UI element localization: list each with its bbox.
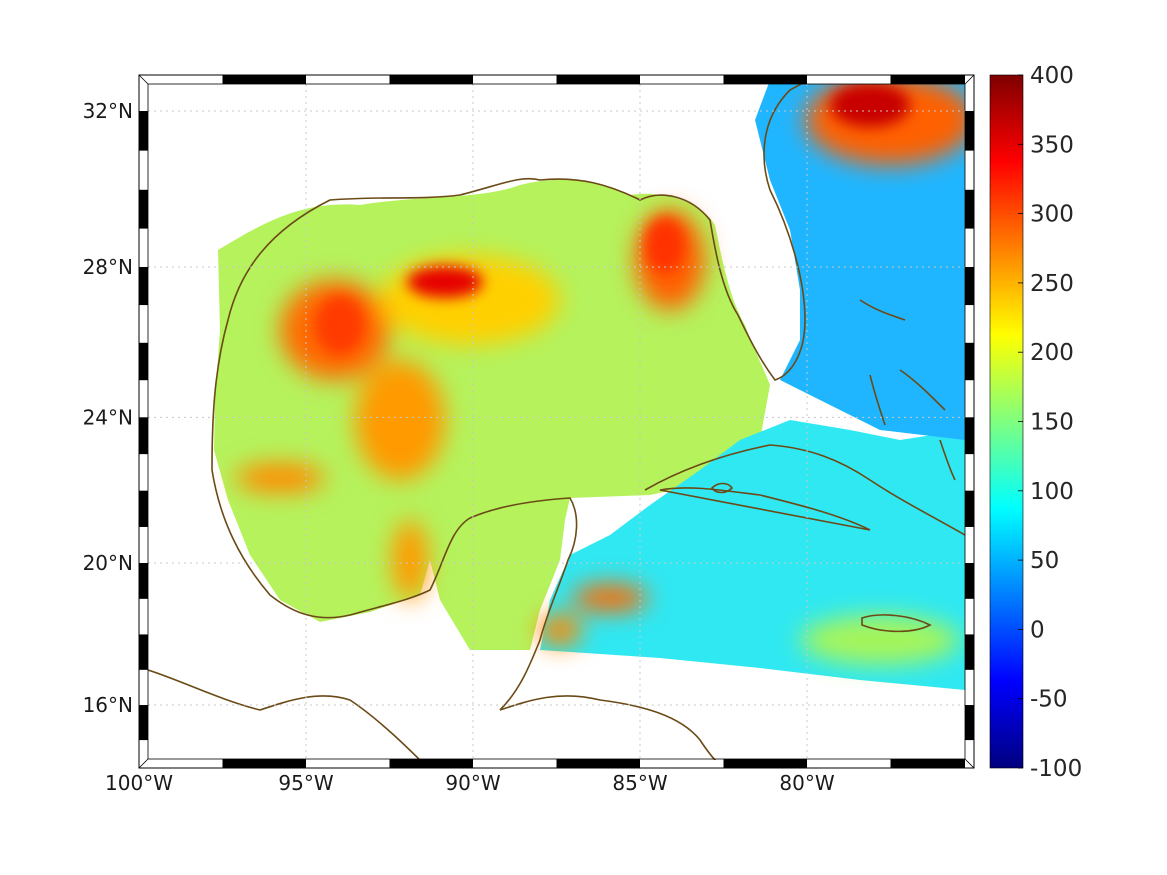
coastline-bahamas — [859, 299, 956, 481]
field-atlantic-off-florida — [755, 84, 965, 440]
field-west-gulf-core — [315, 295, 365, 355]
frame-segment — [723, 759, 807, 768]
frame-segment — [965, 189, 974, 229]
colorbar-tick-label: 0 — [1030, 617, 1045, 643]
frame-segment — [139, 342, 148, 381]
frame-segment — [965, 705, 974, 741]
frame-segment — [389, 759, 473, 768]
frame-corner — [964, 74, 975, 85]
colorbar-tick-label: 250 — [1030, 271, 1074, 297]
field-gulf-of-honduras-maxima — [572, 584, 648, 612]
grid-lines — [148, 84, 965, 759]
lat-tick-label: 20°N — [83, 551, 133, 575]
frame-segment — [139, 417, 148, 455]
frame-segment — [965, 563, 974, 599]
frame-corner — [138, 74, 149, 85]
coastline-layer — [148, 84, 965, 760]
coastline-pacific-mexico — [148, 669, 422, 760]
frame-segment — [723, 75, 807, 84]
field-yucatan-west-band — [392, 520, 428, 600]
colorbar-tick-label: 100 — [1030, 479, 1074, 505]
coastline-cuba — [644, 444, 965, 536]
frame-segment — [965, 490, 974, 527]
lon-tick-label: 85°W — [612, 771, 667, 795]
frame-segment — [556, 759, 640, 768]
field-north-gulf-yellow — [380, 255, 560, 345]
frame-corner — [964, 758, 975, 769]
colorbar-tick-label: -100 — [1030, 756, 1082, 782]
lat-tick-label: 32°N — [83, 99, 133, 123]
frame-segment — [965, 634, 974, 670]
colorbar-tick-label: 350 — [1030, 132, 1074, 158]
frame-segment — [222, 759, 306, 768]
coastline-mexico-gulf — [211, 469, 578, 711]
lon-tick-label: 80°W — [779, 771, 834, 795]
field-bay-of-campeche-band — [235, 463, 325, 493]
colorbar-tick-label: 50 — [1030, 548, 1059, 574]
frame-segment — [890, 759, 965, 768]
data-field — [214, 84, 965, 690]
coastline-central-america — [499, 695, 717, 760]
colorbar-tick-labels: 400 350 300 250 200 150 100 50 0 -50 -100 — [1018, 63, 1082, 782]
coastline-gulf-north — [211, 84, 806, 471]
field-west-florida-core — [645, 217, 685, 273]
colorbar: 400 350 300 250 200 150 100 50 0 -50 -100 — [989, 63, 1082, 782]
colorbar-tick-label: 200 — [1030, 340, 1074, 366]
lon-tick-label: 90°W — [445, 771, 500, 795]
field-cuba-south-green — [800, 615, 960, 665]
lat-tick-label: 24°N — [83, 405, 133, 429]
colorbar-gradient — [989, 74, 1024, 769]
frame-segment — [890, 75, 965, 84]
frame-segment — [222, 75, 306, 84]
frame-segment — [965, 267, 974, 306]
lat-tick-label: 16°N — [83, 693, 133, 717]
lat-tick-label: 28°N — [83, 255, 133, 279]
lon-tick-label: 95°W — [278, 771, 333, 795]
frame-corner — [138, 758, 149, 769]
frame-segment — [139, 111, 148, 151]
colorbar-tick-label: 400 — [1030, 63, 1074, 89]
latitude-tick-labels: 32°N 28°N 24°N 20°N 16°N — [83, 99, 133, 717]
frame-segment — [556, 75, 640, 84]
frame-segment — [139, 634, 148, 670]
frame-segment — [965, 342, 974, 381]
frame-segment — [139, 267, 148, 306]
field-northeast-core — [830, 84, 910, 127]
coastline-jamaica — [861, 614, 932, 633]
lon-tick-label: 100°W — [105, 771, 173, 795]
frame-segment — [139, 189, 148, 229]
frame-segment — [965, 417, 974, 455]
colorbar-tick-label: 300 — [1030, 202, 1074, 228]
frame-segment — [965, 111, 974, 151]
coastline-isla-juventud — [710, 482, 734, 494]
field-honduras-coast-max — [538, 614, 582, 646]
map-frame — [138, 74, 975, 769]
colorbar-tick-label: 150 — [1030, 410, 1074, 436]
frame-segment — [389, 75, 473, 84]
field-west-gulf-tail — [355, 360, 445, 480]
longitude-tick-labels: 100°W 95°W 90°W 85°W 80°W — [105, 771, 835, 795]
frame-segment — [139, 563, 148, 599]
frame-segment — [139, 490, 148, 527]
colorbar-tick-label: -50 — [1030, 687, 1068, 713]
field-north-gulf-core — [407, 266, 483, 298]
frame-segment — [139, 705, 148, 741]
